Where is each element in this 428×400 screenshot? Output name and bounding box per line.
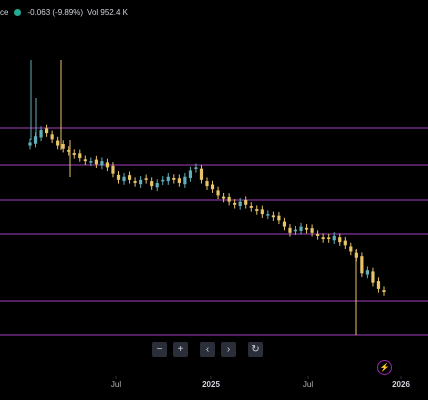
- candle-body[interactable]: [116, 174, 121, 180]
- candle-body[interactable]: [216, 190, 220, 196]
- candle-body[interactable]: [210, 184, 215, 190]
- candle-body[interactable]: [111, 165, 115, 174]
- candle-body[interactable]: [89, 161, 93, 163]
- candle-body[interactable]: [266, 214, 270, 216]
- x-tick-label: 2025: [202, 380, 220, 389]
- candle-body[interactable]: [177, 178, 181, 183]
- scroll-right-button[interactable]: ›: [221, 342, 236, 357]
- candle-body[interactable]: [255, 209, 259, 211]
- market-status-dot: [14, 8, 22, 16]
- candle-body[interactable]: [288, 227, 292, 233]
- x-tick-label: Jul: [302, 380, 314, 389]
- candle-body[interactable]: [150, 181, 154, 187]
- x-tick-label: 2026: [392, 380, 410, 389]
- candle-body[interactable]: [260, 209, 264, 215]
- candle-body[interactable]: [72, 153, 76, 155]
- candle-body[interactable]: [332, 235, 336, 241]
- candle-body[interactable]: [122, 176, 126, 182]
- candle-body[interactable]: [227, 196, 231, 202]
- candle-body[interactable]: [28, 142, 32, 146]
- symbol-header: ce -0.063 (-9.89%) Vol 952.4 K: [0, 4, 128, 20]
- candle-body[interactable]: [133, 181, 137, 183]
- candle-body[interactable]: [293, 229, 298, 232]
- candle-body[interactable]: [277, 215, 281, 221]
- candle-body[interactable]: [56, 140, 60, 146]
- candle-body[interactable]: [244, 200, 248, 205]
- candle-body[interactable]: [188, 170, 193, 178]
- bolt-icon[interactable]: ⚡: [377, 360, 392, 375]
- candle-body[interactable]: [321, 237, 325, 240]
- candle-body[interactable]: [349, 246, 353, 252]
- candle-body[interactable]: [221, 196, 226, 199]
- candle-body[interactable]: [67, 149, 71, 152]
- x-tick-label: Jul: [110, 380, 122, 389]
- candle-body[interactable]: [44, 128, 49, 134]
- candle-body[interactable]: [172, 177, 176, 180]
- candle-body[interactable]: [127, 175, 132, 180]
- candle-body[interactable]: [78, 153, 82, 159]
- candle-body[interactable]: [371, 271, 375, 283]
- scroll-left-button[interactable]: ‹: [200, 342, 215, 357]
- symbol-title[interactable]: ce: [0, 7, 9, 17]
- candle-body[interactable]: [155, 182, 159, 188]
- candle-body[interactable]: [166, 176, 170, 182]
- candle-body[interactable]: [83, 159, 87, 162]
- candle-body[interactable]: [304, 227, 309, 230]
- candle-body[interactable]: [105, 162, 110, 168]
- candle-body[interactable]: [144, 178, 148, 180]
- candle-body[interactable]: [233, 202, 237, 205]
- candle-body[interactable]: [310, 228, 314, 233]
- candle-body[interactable]: [94, 159, 98, 165]
- candle-body[interactable]: [338, 237, 342, 243]
- candle-body[interactable]: [299, 226, 303, 231]
- volume-readout: Vol 952.4 K: [87, 7, 128, 17]
- candle-body[interactable]: [249, 206, 253, 208]
- candle-body[interactable]: [316, 234, 320, 236]
- price-change: -0.063 (-9.89%): [27, 7, 84, 17]
- candle-body[interactable]: [382, 290, 386, 292]
- candle-body[interactable]: [194, 167, 198, 169]
- candle-body[interactable]: [50, 134, 54, 140]
- zoom-in-button[interactable]: +: [173, 342, 188, 357]
- candle-body[interactable]: [39, 130, 43, 138]
- time-axis[interactable]: Jul 2025 Jul 2026: [0, 376, 428, 396]
- candle-body[interactable]: [100, 161, 104, 166]
- candle-body[interactable]: [376, 281, 381, 289]
- candle-body[interactable]: [61, 144, 65, 149]
- zoom-out-button[interactable]: −: [152, 342, 167, 357]
- candle-body[interactable]: [205, 181, 209, 187]
- candle-body[interactable]: [365, 270, 370, 275]
- candle-body[interactable]: [327, 237, 331, 240]
- candle-body[interactable]: [360, 256, 364, 274]
- candle-body[interactable]: [282, 221, 287, 227]
- candle-body[interactable]: [271, 215, 275, 218]
- candle-body[interactable]: [161, 179, 165, 182]
- candle-body[interactable]: [183, 176, 187, 185]
- reset-chart-button[interactable]: ↻: [248, 342, 263, 357]
- candle-body[interactable]: [139, 179, 143, 185]
- candle-body[interactable]: [343, 240, 347, 246]
- candle-body[interactable]: [199, 168, 204, 180]
- chart-toolbar: − + ‹ › ↻: [152, 342, 263, 357]
- candle-body[interactable]: [238, 201, 242, 207]
